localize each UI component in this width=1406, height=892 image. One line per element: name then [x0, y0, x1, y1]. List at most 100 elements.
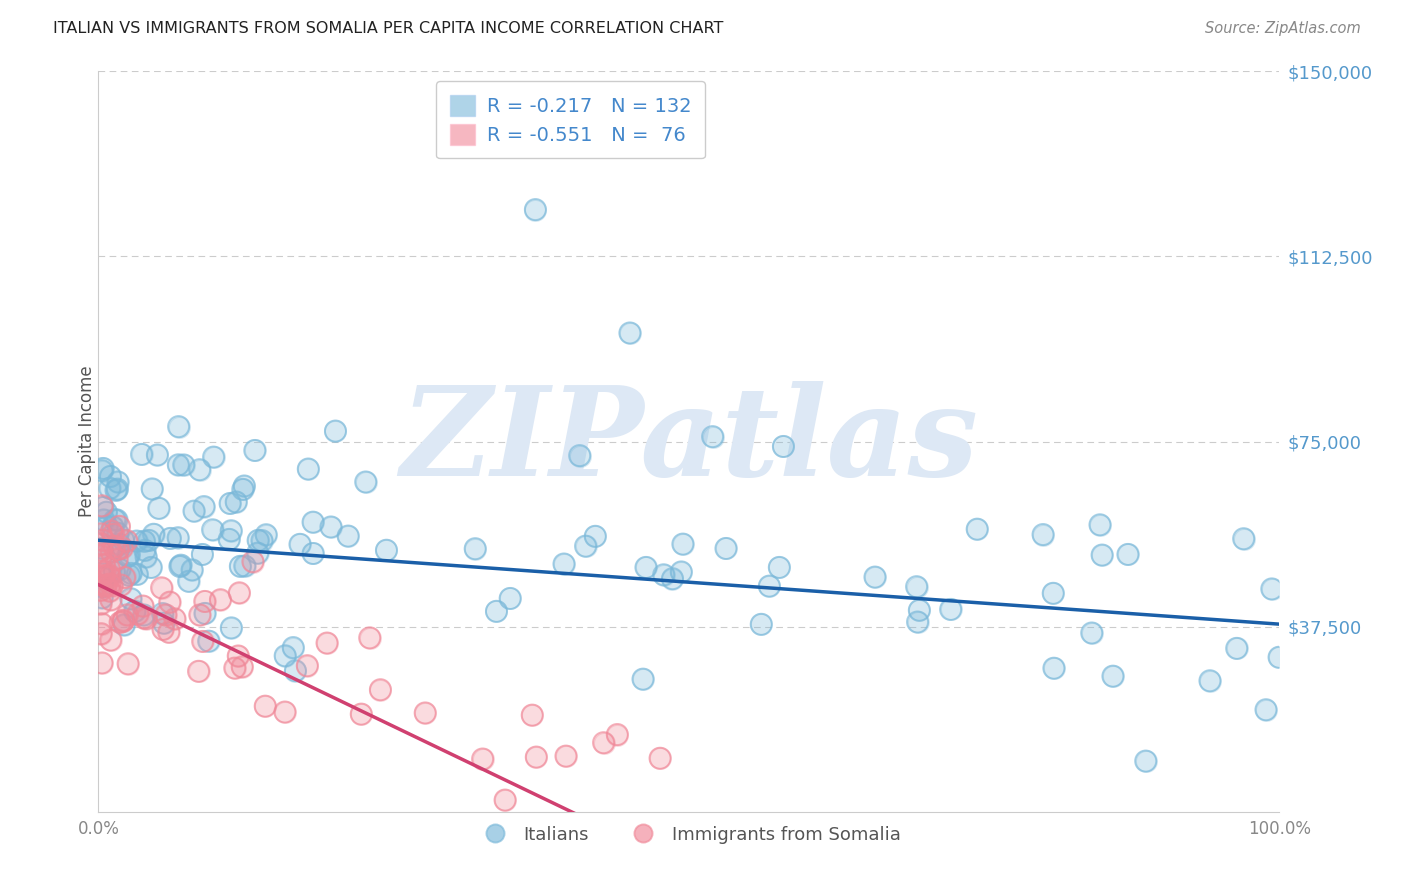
Point	[247, 533, 270, 548]
Point	[157, 625, 180, 640]
Point	[908, 603, 931, 617]
Point	[302, 515, 325, 529]
Point	[1088, 517, 1111, 532]
Point	[1043, 661, 1066, 675]
Point	[350, 707, 373, 722]
Point	[124, 604, 146, 618]
Point	[120, 591, 142, 606]
Point	[229, 559, 252, 574]
Point	[297, 658, 319, 673]
Point	[167, 458, 190, 472]
Point	[108, 519, 131, 533]
Point	[91, 568, 114, 582]
Point	[152, 623, 174, 637]
Point	[91, 571, 114, 585]
Point	[91, 461, 114, 475]
Point	[1043, 661, 1066, 675]
Point	[1226, 641, 1249, 656]
Point	[100, 524, 122, 538]
Point	[93, 558, 115, 572]
Point	[197, 634, 219, 648]
Point	[108, 615, 131, 630]
Point	[1135, 754, 1157, 768]
Point	[104, 513, 127, 527]
Point	[98, 561, 121, 575]
Point	[568, 449, 591, 463]
Point	[150, 581, 173, 595]
Point	[112, 533, 135, 547]
Point	[132, 607, 155, 622]
Point	[187, 665, 209, 679]
Point	[583, 529, 606, 543]
Point	[243, 443, 266, 458]
Point	[157, 625, 180, 640]
Point	[173, 458, 195, 472]
Text: ZIPatlas: ZIPatlas	[399, 381, 979, 502]
Point	[91, 568, 114, 582]
Point	[370, 682, 392, 697]
Point	[98, 584, 121, 599]
Point	[107, 475, 129, 489]
Point	[297, 462, 319, 476]
Point	[108, 537, 131, 551]
Point	[359, 631, 381, 645]
Point	[163, 612, 186, 626]
Point	[202, 450, 225, 464]
Point	[142, 527, 165, 541]
Point	[188, 607, 211, 622]
Point	[224, 661, 246, 675]
Point	[193, 500, 215, 514]
Point	[337, 529, 360, 543]
Point	[194, 594, 217, 608]
Point	[103, 565, 125, 579]
Point	[101, 579, 124, 593]
Point	[142, 527, 165, 541]
Point	[188, 607, 211, 622]
Point	[100, 633, 122, 648]
Point	[181, 563, 204, 577]
Point	[226, 648, 249, 663]
Point	[243, 443, 266, 458]
Point	[499, 591, 522, 606]
Point	[100, 545, 122, 559]
Point	[250, 533, 273, 548]
Point	[112, 613, 135, 627]
Point	[233, 479, 256, 493]
Point	[124, 604, 146, 618]
Point	[134, 534, 156, 549]
Point	[316, 636, 339, 650]
Point	[524, 202, 547, 217]
Point	[117, 657, 139, 671]
Point	[108, 562, 131, 576]
Point	[1261, 582, 1284, 596]
Point	[219, 496, 242, 510]
Point	[1080, 626, 1102, 640]
Point	[91, 546, 114, 560]
Point	[188, 463, 211, 477]
Point	[1042, 586, 1064, 600]
Point	[91, 464, 114, 478]
Point	[163, 612, 186, 626]
Point	[118, 548, 141, 562]
Point	[112, 533, 135, 547]
Point	[98, 570, 121, 584]
Point	[672, 537, 695, 551]
Point	[98, 561, 121, 575]
Point	[209, 592, 232, 607]
Point	[150, 581, 173, 595]
Point	[274, 648, 297, 663]
Point	[274, 705, 297, 719]
Point	[93, 579, 115, 593]
Point	[141, 482, 163, 496]
Point	[98, 567, 121, 582]
Point	[288, 537, 311, 551]
Point	[91, 541, 114, 556]
Point	[115, 533, 138, 548]
Point	[714, 541, 737, 556]
Point	[93, 558, 115, 572]
Point	[499, 591, 522, 606]
Point	[90, 549, 112, 563]
Point	[354, 475, 377, 489]
Point	[93, 579, 115, 593]
Point	[375, 543, 398, 558]
